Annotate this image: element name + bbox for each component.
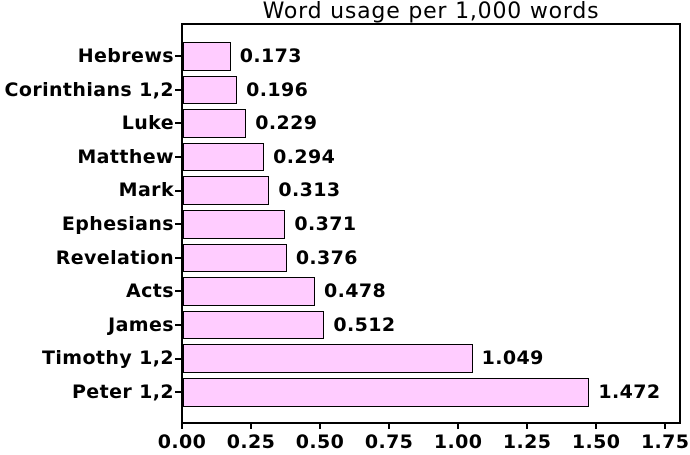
- bar: [183, 75, 238, 105]
- bar: [183, 142, 265, 172]
- bar: [183, 176, 270, 205]
- category-label: Corinthians 1,2: [4, 78, 174, 101]
- bar: [183, 42, 231, 71]
- y-axis-tick: [175, 122, 181, 125]
- x-axis-tick-label: 0.00: [157, 431, 207, 453]
- category-label: Ephesians: [61, 213, 174, 235]
- y-axis-tick: [175, 189, 181, 192]
- y-axis-tick: [175, 55, 181, 58]
- bar-value-label: 0.196: [246, 78, 309, 101]
- bar-value-label: 1.049: [481, 347, 544, 370]
- x-axis-tick: [250, 424, 253, 429]
- y-axis-tick: [175, 223, 181, 226]
- x-axis-tick-label: 1.75: [640, 431, 690, 453]
- category-label: Luke: [121, 112, 174, 135]
- bar-value-label: 0.376: [295, 246, 358, 269]
- bar: [183, 210, 286, 239]
- bar-value-label: 0.229: [255, 112, 318, 135]
- x-axis-tick-label: 1.50: [571, 431, 621, 453]
- bar-value-label: 0.512: [333, 313, 396, 336]
- x-axis-tick: [595, 424, 598, 429]
- y-axis-tick: [175, 256, 181, 259]
- x-axis-tick: [388, 424, 391, 429]
- x-axis-tick-label: 0.50: [295, 431, 345, 453]
- chart-title: Word usage per 1,000 words: [262, 0, 600, 24]
- x-axis-tick-label: 0.75: [364, 431, 414, 453]
- bar: [183, 243, 287, 273]
- x-axis-tick: [457, 424, 460, 429]
- bar: [183, 378, 590, 407]
- category-label: Revelation: [55, 246, 174, 269]
- bar-value-label: 0.173: [239, 45, 302, 67]
- x-axis-tick: [664, 424, 667, 429]
- category-label: Peter 1,2: [71, 381, 174, 403]
- bar-value-label: 0.478: [323, 280, 387, 303]
- category-label: Hebrews: [77, 45, 174, 67]
- x-axis-tick: [319, 424, 322, 429]
- x-axis-tick-label: 1.00: [433, 431, 483, 453]
- y-axis-tick: [175, 290, 181, 293]
- y-axis-tick: [175, 156, 181, 159]
- bar-value-label: 1.472: [598, 381, 661, 403]
- category-label: Mark: [118, 179, 174, 202]
- y-axis-tick: [175, 324, 181, 327]
- bar-value-label: 0.371: [294, 213, 357, 235]
- bar: [183, 109, 247, 138]
- y-axis-tick: [175, 391, 181, 394]
- category-label: Timothy 1,2: [42, 347, 174, 370]
- x-axis-tick-label: 0.25: [226, 431, 276, 453]
- x-axis-tick: [181, 424, 183, 429]
- bar-value-label: 0.313: [278, 179, 341, 202]
- bar: [183, 344, 473, 373]
- y-axis-tick: [175, 88, 181, 91]
- y-axis-tick: [175, 357, 181, 360]
- x-axis-tick: [526, 424, 529, 429]
- category-label: Matthew: [77, 145, 174, 168]
- x-axis-tick-label: 1.25: [502, 431, 552, 453]
- bar-value-label: 0.294: [273, 145, 336, 168]
- bar: [183, 277, 315, 306]
- category-label: James: [108, 313, 174, 336]
- bar: [183, 310, 325, 340]
- category-label: Acts: [126, 280, 174, 303]
